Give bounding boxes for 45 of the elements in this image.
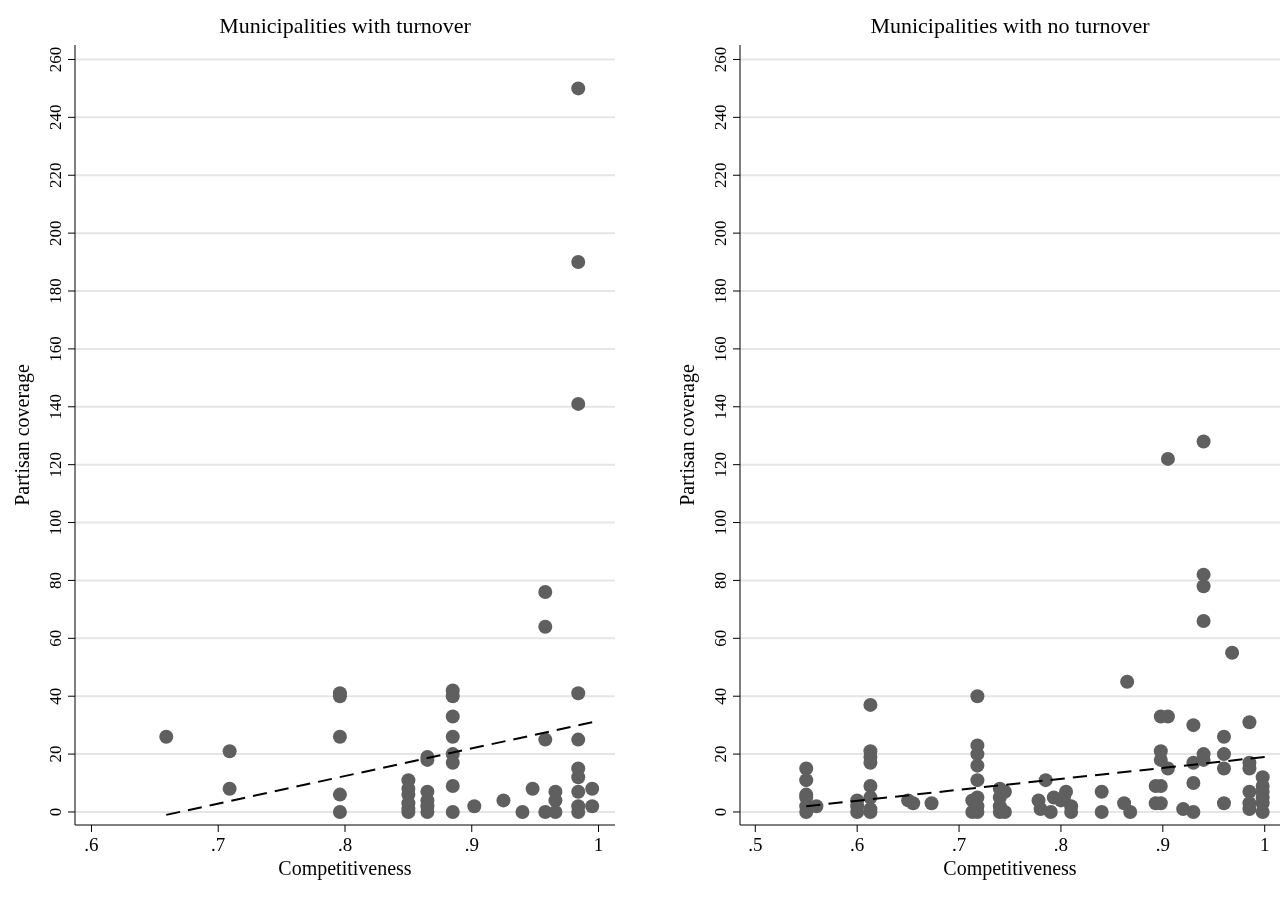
- x-tick-label: .6: [84, 834, 99, 855]
- y-tick-label: 80: [711, 571, 730, 589]
- y-tick-label: 140: [46, 394, 65, 420]
- x-axis-title: Competitiveness: [943, 857, 1077, 880]
- y-tick-label: 260: [711, 46, 730, 73]
- y-tick-label: 0: [46, 807, 65, 817]
- y-tick-label: 100: [46, 509, 65, 536]
- y-tick-label: 20: [46, 745, 65, 763]
- y-tick-label: 200: [711, 220, 730, 246]
- y-tick-label: 240: [46, 104, 65, 131]
- y-tick-label: 160: [711, 336, 730, 362]
- y-axis-title: Partisan coverage: [676, 364, 699, 506]
- x-tick-label: .9: [1155, 834, 1170, 855]
- y-tick-label: 180: [711, 278, 730, 304]
- y-tick-label: 120: [46, 451, 65, 478]
- x-tick-label: .7: [951, 834, 967, 855]
- y-tick-label: 260: [46, 46, 65, 73]
- y-tick-label: 120: [711, 451, 730, 478]
- y-tick-label: 60: [711, 629, 730, 647]
- y-tick-label: 80: [46, 571, 65, 589]
- y-tick-label: 0: [711, 807, 730, 817]
- y-axis-title: Partisan coverage: [11, 364, 34, 506]
- y-tick-label: 40: [711, 687, 730, 705]
- y-tick-label: 40: [46, 687, 65, 705]
- y-tick-label: 160: [46, 336, 65, 362]
- y-tick-label: 200: [46, 220, 65, 246]
- chart-title: Municipalities with no turnover: [870, 13, 1151, 38]
- x-tick-label: .5: [748, 834, 763, 855]
- y-tick-label: 220: [46, 162, 65, 188]
- x-tick-label: .7: [211, 834, 226, 855]
- y-tick-label: 140: [711, 394, 730, 420]
- x-tick-label: .6: [850, 834, 865, 855]
- y-tick-label: 220: [711, 162, 730, 188]
- x-tick-label: .8: [1053, 834, 1069, 855]
- x-axis-title: Competitiveness: [278, 857, 412, 880]
- x-tick-label: .9: [464, 834, 479, 855]
- y-tick-label: 60: [46, 629, 65, 647]
- y-tick-label: 100: [711, 509, 730, 536]
- x-tick-label: 1: [593, 834, 604, 855]
- y-tick-label: 240: [711, 104, 730, 131]
- chart-title: Municipalities with turnover: [219, 13, 472, 38]
- y-tick-label: 20: [711, 745, 730, 763]
- x-tick-label: 1: [1259, 834, 1270, 855]
- x-tick-label: .8: [337, 834, 353, 855]
- y-tick-label: 180: [46, 278, 65, 304]
